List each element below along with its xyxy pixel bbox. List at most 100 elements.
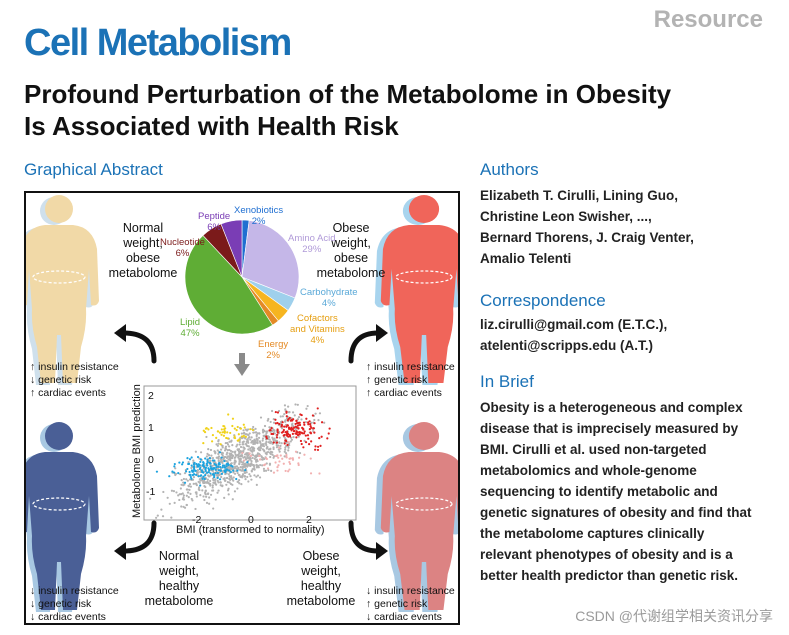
scatter-point xyxy=(294,403,297,406)
scatter-point xyxy=(228,469,231,472)
scatter-point xyxy=(232,471,235,474)
scatter-point xyxy=(253,474,256,477)
scatter-point xyxy=(170,489,174,492)
scatter-point xyxy=(233,472,237,475)
scatter-point xyxy=(223,464,226,467)
scatter-point xyxy=(231,417,235,420)
scatter-point xyxy=(242,423,245,426)
scatter-point xyxy=(241,468,245,472)
scatter-xtick: -2 xyxy=(192,514,202,526)
scatter-point xyxy=(217,442,220,445)
scatter-point xyxy=(246,438,249,441)
scatter-point xyxy=(266,430,269,433)
scatter-point xyxy=(221,452,224,455)
correspondence-emails[interactable]: liz.cirulli@gmail.com (E.T.C.), atelenti… xyxy=(480,314,667,356)
scatter-point xyxy=(284,420,287,423)
scatter-point xyxy=(268,463,272,466)
scatter-point xyxy=(235,429,238,432)
scatter-point xyxy=(238,459,241,463)
scatter-point xyxy=(202,462,205,465)
scatter-point xyxy=(215,456,218,459)
scatter-point xyxy=(238,443,241,446)
scatter-point xyxy=(236,443,239,446)
scatter-point xyxy=(173,465,176,468)
scatter-point xyxy=(316,407,319,410)
scatter-point xyxy=(280,427,284,430)
scatter-point xyxy=(249,428,252,431)
scatter-point xyxy=(285,455,288,459)
scatter-point xyxy=(207,467,210,470)
scatter-point xyxy=(216,444,219,447)
scatter-point xyxy=(247,441,250,444)
scatter-point xyxy=(213,476,216,479)
scatter-point xyxy=(233,459,236,462)
scatter-point xyxy=(304,441,308,444)
scatter-point xyxy=(300,442,303,446)
scatter-point xyxy=(281,415,285,418)
scatter-point xyxy=(291,427,295,431)
graphical-abstract-heading: Graphical Abstract xyxy=(24,160,163,179)
scatter-point xyxy=(215,443,218,446)
scatter-point xyxy=(212,489,215,492)
scatter-point xyxy=(248,435,251,439)
scatter-point xyxy=(244,457,247,460)
scatter-point xyxy=(243,474,246,478)
email-link[interactable]: atelenti@scripps.edu (A.T.) xyxy=(480,338,653,353)
scatter-point xyxy=(204,427,208,430)
scatter-point xyxy=(224,447,227,450)
scatter-point xyxy=(216,491,219,494)
scatter-point xyxy=(267,435,271,439)
scatter-point xyxy=(216,476,219,479)
scatter-point xyxy=(221,431,224,434)
scatter-point xyxy=(181,463,184,466)
scatter-point xyxy=(272,447,275,451)
scatter-point xyxy=(261,437,265,440)
scatter-point xyxy=(220,472,224,475)
scatter-point xyxy=(205,435,208,439)
scatter-point xyxy=(204,490,207,493)
scatter-point xyxy=(309,431,312,434)
scatter-point xyxy=(217,489,220,492)
scatter-point xyxy=(263,469,266,473)
scatter-point xyxy=(276,469,279,472)
scatter-point xyxy=(241,461,245,464)
scatter-point xyxy=(276,421,279,425)
scatter-point xyxy=(251,447,255,450)
scatter-point xyxy=(218,473,221,477)
scatter-point xyxy=(265,437,268,440)
label-normal-obese: Normal weight, obese metabolome xyxy=(108,221,178,280)
scatter-point xyxy=(217,459,220,462)
email-link[interactable]: liz.cirulli@gmail.com (E.T.C.), xyxy=(480,317,668,332)
scatter-point xyxy=(208,456,211,460)
person-normal-obese-icon xyxy=(26,195,99,385)
scatter-point xyxy=(192,473,195,476)
scatter-point xyxy=(197,486,201,489)
scatter-point xyxy=(250,470,253,473)
scatter-point xyxy=(226,468,229,471)
scatter-point xyxy=(289,440,292,443)
label-obese-healthy: Obese weight, healthy metabolome xyxy=(286,549,356,608)
scatter-point xyxy=(221,444,224,448)
scatter-point xyxy=(280,423,284,426)
scatter-point xyxy=(319,444,322,447)
scatter-point xyxy=(287,427,291,430)
pie-label-xenobiotics: Xenobiotics 2% xyxy=(234,205,284,227)
scatter-point xyxy=(241,451,244,455)
scatter-point xyxy=(279,415,282,418)
scatter-point xyxy=(228,481,231,484)
scatter-point xyxy=(290,438,294,441)
scatter-point xyxy=(209,462,212,465)
scatter-point xyxy=(231,450,234,453)
label-normal-healthy: Normal weight, healthy metabolome xyxy=(144,549,214,608)
scatter-point xyxy=(197,480,200,483)
scatter-point xyxy=(284,448,287,451)
scatter-point xyxy=(264,469,268,472)
scatter-point xyxy=(249,454,253,457)
scatter-point xyxy=(213,450,216,453)
scatter-point xyxy=(229,470,233,474)
scatter-point xyxy=(168,475,171,478)
scatter-point xyxy=(229,453,232,457)
scatter-point xyxy=(240,454,244,457)
scatter-point xyxy=(192,470,195,473)
scatter-point xyxy=(155,516,158,519)
